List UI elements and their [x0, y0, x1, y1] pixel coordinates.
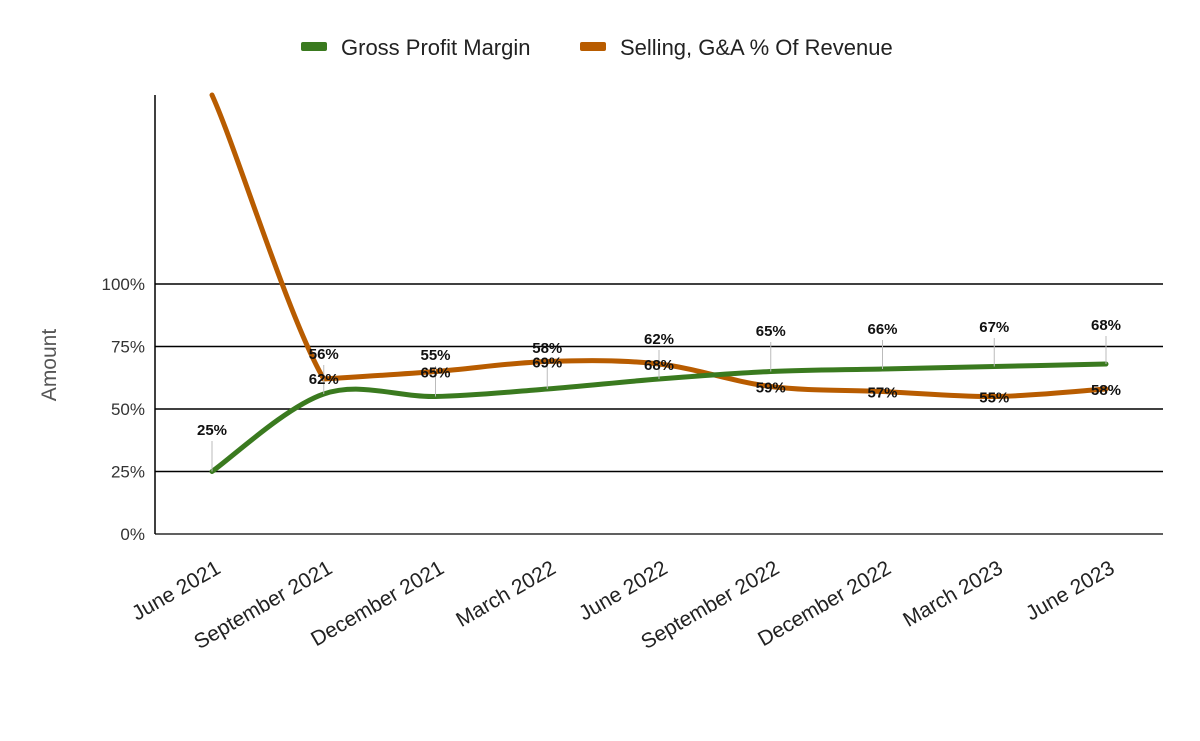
- y-tick-label: 75%: [111, 338, 145, 357]
- data-label-selling-ga: 58%: [1091, 382, 1121, 399]
- legend-swatch-selling-ga: [580, 42, 606, 51]
- data-label-gross-profit-margin: 58%: [532, 340, 562, 357]
- data-label-selling-ga: 62%: [309, 371, 339, 388]
- x-tick-label: March 2023: [899, 556, 1007, 631]
- y-tick-label: 100%: [102, 275, 145, 294]
- x-tick-label: June 2021: [128, 556, 224, 625]
- data-labels: 25% 56% 55% 58% 62% 65% 66% 67% 68% 62% 65% 69% 68% 5…: [197, 317, 1121, 472]
- gridlines: [154, 95, 1163, 535]
- data-label-gross-profit-margin: 25%: [197, 422, 227, 439]
- y-tick-label: 0%: [120, 525, 145, 544]
- data-label-selling-ga: 59%: [756, 380, 786, 397]
- y-axis-ticks: 0% 25% 50% 75% 100%: [102, 275, 145, 544]
- x-tick-label: June 2022: [575, 556, 671, 625]
- legend-label-gross-profit-margin: Gross Profit Margin: [341, 35, 531, 60]
- series-line-gross-profit-margin: [209, 361, 1109, 474]
- data-label-selling-ga: 57%: [867, 385, 897, 402]
- data-label-gross-profit-margin: 55%: [420, 347, 450, 364]
- y-tick-label: 25%: [111, 463, 145, 482]
- data-label-gross-profit-margin: 68%: [1091, 317, 1121, 334]
- y-tick-label: 50%: [111, 400, 145, 419]
- data-label-gross-profit-margin: 66%: [867, 321, 897, 338]
- legend: Gross Profit Margin Selling, G&A % Of Re…: [301, 35, 893, 60]
- legend-swatch-gross-profit-margin: [301, 42, 327, 51]
- series-lines: [209, 92, 1109, 474]
- data-label-selling-ga: 68%: [644, 357, 674, 374]
- series-line-selling-ga-entry: [209, 92, 327, 382]
- data-label-gross-profit-margin: 67%: [979, 319, 1009, 336]
- x-tick-label: March 2022: [452, 556, 560, 631]
- data-label-selling-ga: 69%: [532, 355, 562, 372]
- data-label-selling-ga: 55%: [979, 390, 1009, 407]
- y-axis-label: Amount: [38, 329, 61, 402]
- legend-label-selling-ga: Selling, G&A % Of Revenue: [620, 35, 893, 60]
- data-label-gross-profit-margin: 56%: [309, 346, 339, 363]
- data-label-gross-profit-margin: 62%: [644, 331, 674, 348]
- data-label-selling-ga: 65%: [420, 365, 450, 382]
- data-label-gross-profit-margin: 65%: [756, 323, 786, 340]
- x-tick-label: June 2023: [1022, 556, 1118, 625]
